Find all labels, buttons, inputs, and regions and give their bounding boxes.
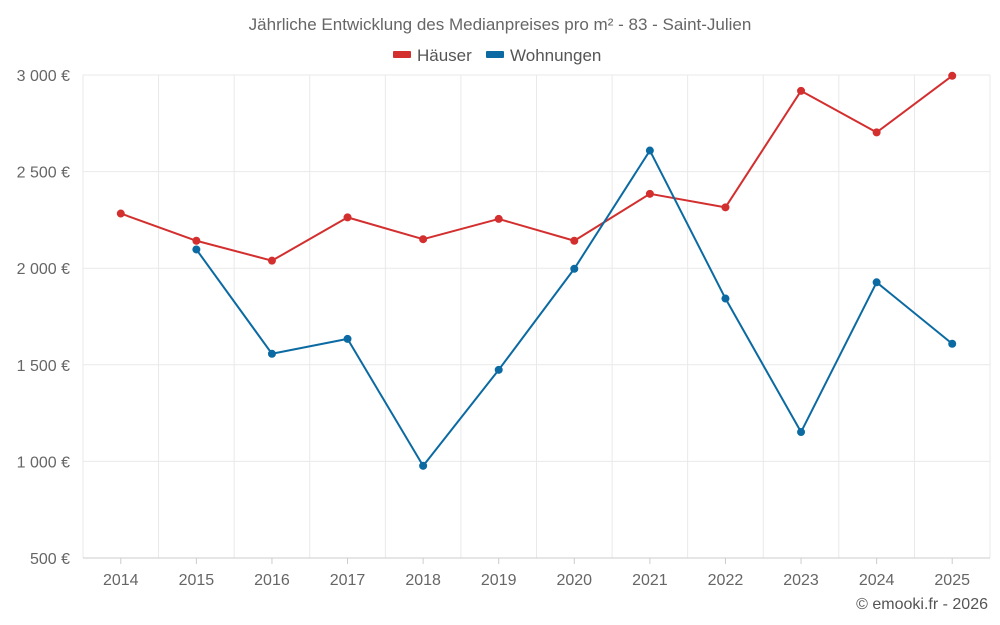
- data-point-wohnungen[interactable]: [721, 294, 730, 303]
- x-tick-label: 2022: [708, 572, 744, 589]
- data-point-wohnungen[interactable]: [797, 428, 806, 437]
- legend-label-haeuser: Häuser: [417, 46, 472, 65]
- series-haeuser: [116, 71, 957, 265]
- x-axis: 2014 2015 2016 2017 2018 2019 2020 2021 2022 2023…: [83, 557, 990, 589]
- data-point-wohnungen[interactable]: [948, 339, 957, 348]
- y-tick-label: 500 €: [30, 551, 70, 568]
- legend-label-wohnungen: Wohnungen: [510, 46, 601, 65]
- data-point-haeuser[interactable]: [721, 203, 730, 212]
- data-point-haeuser[interactable]: [948, 71, 957, 80]
- x-tick-label: 2023: [783, 572, 819, 589]
- data-point-wohnungen[interactable]: [570, 264, 579, 273]
- data-point-haeuser[interactable]: [343, 213, 352, 222]
- data-point-wohnungen[interactable]: [645, 146, 654, 155]
- legend-item-wohnungen[interactable]: Wohnungen: [486, 46, 601, 65]
- data-point-haeuser[interactable]: [419, 235, 428, 244]
- data-point-wohnungen[interactable]: [343, 334, 352, 343]
- series: [116, 71, 957, 470]
- data-point-haeuser[interactable]: [872, 128, 881, 137]
- data-point-haeuser[interactable]: [116, 209, 125, 218]
- data-point-haeuser[interactable]: [797, 86, 806, 95]
- x-tick-label: 2017: [330, 572, 366, 589]
- x-tick-label: 2014: [103, 572, 139, 589]
- legend-item-haeuser[interactable]: Häuser: [393, 46, 472, 65]
- data-point-wohnungen[interactable]: [494, 365, 503, 374]
- x-tick-label: 2025: [934, 572, 970, 589]
- data-point-wohnungen[interactable]: [872, 278, 881, 287]
- x-tick-label: 2016: [254, 572, 290, 589]
- data-point-wohnungen[interactable]: [192, 245, 201, 254]
- y-tick-label: 3 000 €: [17, 68, 70, 85]
- data-point-wohnungen[interactable]: [419, 461, 428, 470]
- chart-title: Jährliche Entwicklung des Medianpreises …: [249, 15, 752, 34]
- x-tick-label: 2020: [556, 572, 592, 589]
- y-tick-label: 1 000 €: [17, 454, 70, 471]
- legend: Häuser Wohnungen: [393, 46, 601, 65]
- y-tick-label: 2 500 €: [17, 165, 70, 182]
- series-line-haeuser: [119, 74, 954, 262]
- data-point-wohnungen[interactable]: [267, 349, 276, 358]
- x-tick-label: 2015: [179, 572, 215, 589]
- grid: [82, 74, 991, 558]
- x-tick-label: 2024: [859, 572, 895, 589]
- x-tick-label: 2019: [481, 572, 517, 589]
- data-point-haeuser[interactable]: [570, 236, 579, 245]
- x-tick-label: 2018: [405, 572, 441, 589]
- legend-swatch-haeuser: [393, 51, 411, 58]
- y-tick-label: 1 500 €: [17, 358, 70, 375]
- y-axis: 500 € 1 000 € 1 500 € 2 000 € 2 500 € 3 000 €: [17, 68, 70, 568]
- data-point-haeuser[interactable]: [267, 256, 276, 265]
- data-point-haeuser[interactable]: [645, 189, 654, 198]
- data-point-haeuser[interactable]: [192, 236, 201, 245]
- data-point-haeuser[interactable]: [494, 214, 503, 223]
- series-wohnungen: [192, 146, 957, 470]
- y-tick-label: 2 000 €: [17, 261, 70, 278]
- x-tick-label: 2021: [632, 572, 668, 589]
- legend-swatch-wohnungen: [486, 51, 504, 58]
- credit-text: © emooki.fr - 2026: [856, 596, 988, 613]
